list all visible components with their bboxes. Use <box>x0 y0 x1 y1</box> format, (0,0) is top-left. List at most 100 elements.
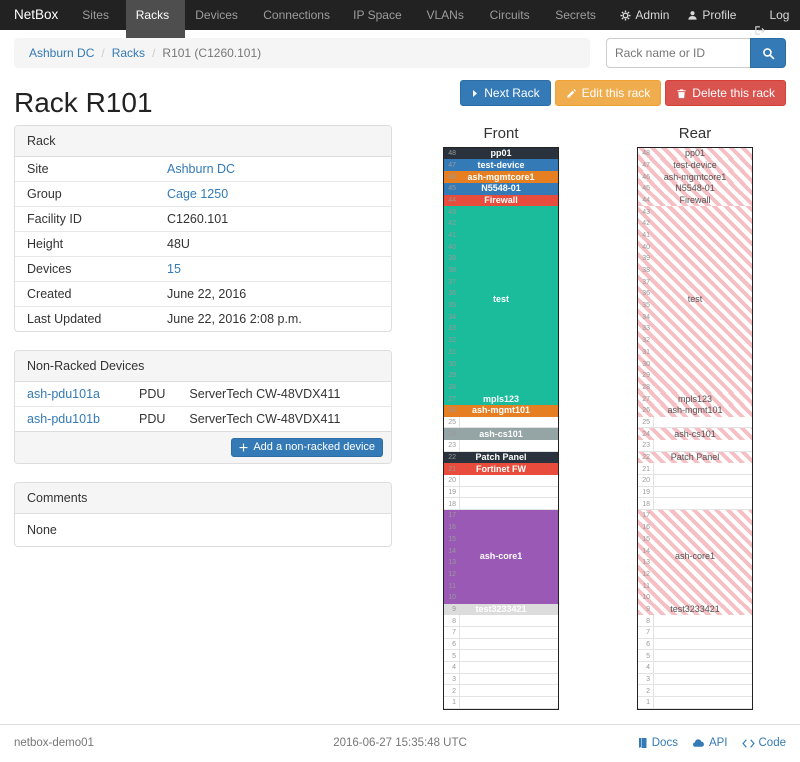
rack-search <box>606 38 786 68</box>
rack-elevations: Front pp01 test-device ash-mgmtcore1 N5548-… <box>410 125 786 710</box>
nav-item-circuits[interactable]: Circuits <box>480 0 546 47</box>
nav-item-label: Devices <box>195 8 238 22</box>
rack-unit-slot <box>638 615 752 627</box>
rack-device-ash-mgmtcore1[interactable]: ash-mgmtcore1 <box>444 171 558 183</box>
edit-rack-button[interactable]: Edit this rack <box>554 80 662 107</box>
rack-device-test[interactable]: test <box>638 206 752 394</box>
footer-link-api[interactable]: API <box>692 737 728 750</box>
rack-device-ash-mgmtcore1[interactable]: ash-mgmtcore1 <box>638 171 752 183</box>
rack-device-ash-core1[interactable]: ash-core1 <box>444 510 558 604</box>
nav-item-profile[interactable]: Profile <box>678 0 745 30</box>
add-nonracked-device-label: Add a non-racked device <box>253 440 375 453</box>
rack-device-patch-panel[interactable]: Patch Panel <box>638 451 752 464</box>
rack-device-patch-panel[interactable]: Patch Panel <box>444 451 558 464</box>
rack-attributes-panel: Rack Site Ashburn DC Group Cage 1250 Facilit… <box>14 124 392 332</box>
code-icon <box>741 738 755 749</box>
breadcrumb-item-r101-c1260-101-: R101 (C1260.101) <box>162 46 262 60</box>
add-nonracked-device-button[interactable]: Add a non-racked device <box>231 437 383 457</box>
rack-device-ash-mgmt101[interactable]: ash-mgmt101 <box>638 404 752 417</box>
nav-item-log-out[interactable]: Log out <box>745 0 800 52</box>
nav-item-secrets[interactable]: Secrets <box>545 0 611 47</box>
rack-unit-slot <box>444 697 558 709</box>
panel-footer: Add a non-racked device <box>15 430 391 463</box>
rack-device-test-device[interactable]: test-device <box>638 159 752 172</box>
page-head: Rack R101 Next Rack Edit this rack Delet… <box>14 80 786 119</box>
rack-unit-slot <box>638 463 752 476</box>
search-button[interactable] <box>750 38 786 68</box>
panel-title: Non-Racked Devices <box>15 350 391 382</box>
rack-unit-slot <box>444 417 558 429</box>
rack-unit-slot <box>638 650 752 663</box>
rack-attr-row: Facility ID C1260.101 <box>15 205 391 232</box>
nav-item-devices[interactable]: Devices <box>185 0 253 47</box>
nonracked-device-row: ash-pdu101a PDU ServerTech CW-48VDX411 <box>15 382 391 407</box>
search-icon <box>762 47 775 60</box>
device-link[interactable]: ash-pdu101a <box>27 386 100 401</box>
page-footer: netbox-demo01 2016-06-27 15:35:48 UTC Do… <box>0 723 800 762</box>
rack-device-firewall[interactable]: Firewall <box>638 194 752 207</box>
rack-device-ash-core1[interactable]: ash-core1 <box>638 510 752 604</box>
nav-item-sites[interactable]: Sites <box>72 0 125 47</box>
nav-item-vlans[interactable]: VLANs <box>416 0 479 47</box>
attr-value: 48U <box>155 230 391 257</box>
rack-device-ash-cs101[interactable]: ash-cs101 <box>444 428 558 440</box>
trash-icon <box>676 88 687 99</box>
search-input[interactable] <box>606 38 750 68</box>
footer-link-docs[interactable]: Docs <box>636 737 678 749</box>
chevron-right-icon <box>471 89 479 98</box>
nav-item-label: Admin <box>635 8 670 22</box>
rack-unit-slot <box>444 615 558 627</box>
edit-rack-label: Edit this rack <box>581 86 651 100</box>
footer-link-label: API <box>708 737 728 750</box>
nav-item-label: IP Space <box>353 8 402 22</box>
rack-device-fortinet-fw[interactable]: Fortinet FW <box>444 463 558 476</box>
next-rack-label: Next Rack <box>484 86 540 100</box>
device-link[interactable]: ash-pdu101b <box>27 411 100 426</box>
user-menu: Admin Profile Log out <box>611 0 800 52</box>
rack-unit-slot <box>444 498 558 511</box>
nav-item-racks[interactable]: Racks <box>125 0 186 60</box>
rack-device-n5548-01[interactable]: N5548-01 <box>638 182 752 195</box>
footer-links: Docs API Code <box>566 737 786 750</box>
nav-item-connections[interactable]: Connections <box>253 0 343 47</box>
rack-device-mpls123[interactable]: mpls123 <box>444 393 558 405</box>
rack-device-pp01[interactable]: pp01 <box>444 147 558 160</box>
rack-details-column: Rack Site Ashburn DC Group Cage 1250 Facilit… <box>14 124 392 710</box>
rack-device-firewall[interactable]: Firewall <box>444 194 558 207</box>
rack-device-test3233421[interactable]: test3233421 <box>444 603 558 616</box>
rear-rack-body: pp01 test-device ash-mgmtcore1 N5548-01 Fire… <box>637 146 753 710</box>
rack-device-n5548-01[interactable]: N5548-01 <box>444 182 558 195</box>
attr-label: Created <box>15 280 155 307</box>
attr-value-link[interactable]: Ashburn DC <box>167 161 236 176</box>
device-model: ServerTech CW-48VDX411 <box>189 386 341 401</box>
attr-value-link[interactable]: Cage 1250 <box>167 186 229 201</box>
nonracked-device-row: ash-pdu101b PDU ServerTech CW-48VDX411 <box>15 405 391 431</box>
logout-icon <box>754 25 766 36</box>
breadcrumb-item-ashburn-dc[interactable]: Ashburn DC <box>29 46 95 60</box>
rack-device-test-device[interactable]: test-device <box>444 159 558 172</box>
rack-device-ash-mgmt101[interactable]: ash-mgmt101 <box>444 404 558 417</box>
app-brand[interactable]: NetBox <box>14 7 59 22</box>
server-timestamp: 2016-06-27 15:35:48 UTC <box>333 737 467 750</box>
attr-value: June 22, 2016 <box>155 280 391 307</box>
rack-device-ash-cs101[interactable]: ash-cs101 <box>638 428 752 440</box>
nav-item-admin[interactable]: Admin <box>611 0 678 30</box>
footer-link-code[interactable]: Code <box>741 737 786 749</box>
rack-unit-slot <box>638 627 752 639</box>
device-model: ServerTech CW-48VDX411 <box>177 405 391 431</box>
attr-value-link[interactable]: 15 <box>167 261 181 276</box>
delete-rack-button[interactable]: Delete this rack <box>665 80 786 107</box>
rack-attr-row: Group Cage 1250 <box>15 180 391 207</box>
rack-attr-row: Site Ashburn DC <box>15 157 391 182</box>
nav-item-ip-space[interactable]: IP Space <box>343 0 416 47</box>
pencil-icon <box>566 88 577 99</box>
breadcrumb-item-racks[interactable]: Racks <box>111 46 146 60</box>
plus-icon <box>239 443 248 452</box>
rack-device-test[interactable]: test <box>444 206 558 394</box>
next-rack-button[interactable]: Next Rack <box>460 80 551 107</box>
rack-device-pp01[interactable]: pp01 <box>638 147 752 160</box>
rack-unit-slot <box>638 440 752 452</box>
rack-device-test3233421[interactable]: test3233421 <box>638 603 752 616</box>
rack-unit-slot <box>638 697 752 709</box>
rack-device-mpls123[interactable]: mpls123 <box>638 393 752 405</box>
